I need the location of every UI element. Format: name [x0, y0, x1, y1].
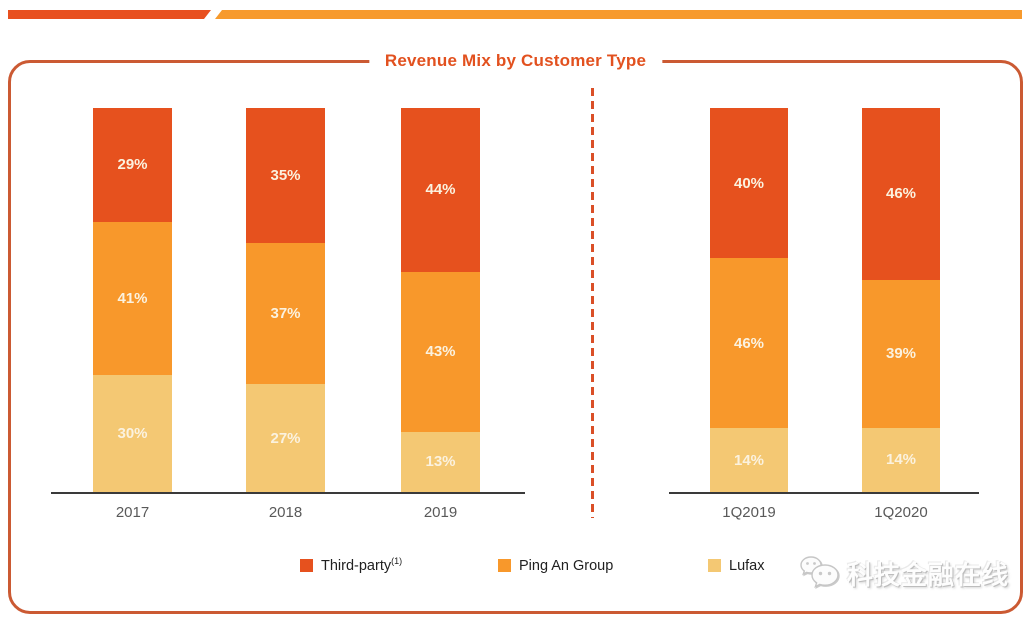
segment-value-label: 35% — [270, 166, 301, 184]
segment-ping-an-group-2018: 37% — [246, 242, 325, 385]
legend-swatch-third-party — [300, 559, 313, 572]
watermark: 科技金融在线 — [797, 553, 1009, 593]
segment-third-party-1--2018: 35% — [246, 108, 325, 243]
x-tick-2019: 2019 — [423, 504, 458, 521]
legend-label-lufax: Lufax — [729, 557, 765, 574]
chart-title: Revenue Mix by Customer Type — [368, 51, 663, 71]
x-axis-line — [51, 492, 525, 494]
segment-third-party-1--2019: 44% — [401, 108, 480, 272]
segment-third-party-1--1Q2020: 46% — [862, 108, 940, 280]
x-tick-1Q2019: 1Q2019 — [722, 504, 776, 521]
segment-ping-an-group-2017: 41% — [93, 221, 172, 376]
chart-panel: Revenue Mix by Customer Type Third-party… — [8, 51, 1023, 614]
x-tick-2017: 2017 — [115, 504, 150, 521]
watermark-text: 科技金融在线 — [847, 559, 1010, 590]
segment-lufax-1Q2020: 14% — [862, 427, 940, 493]
segment-lufax-2017: 30% — [93, 375, 172, 492]
stacked-bar-2019: 44% 43% 13% — [401, 108, 480, 492]
segment-value-label: 14% — [885, 451, 917, 469]
segment-value-label: 41% — [117, 289, 148, 307]
segment-lufax-2018: 27% — [246, 384, 325, 492]
legend-label-third-party: Third-party(1) — [321, 556, 403, 574]
header-ribbon-right-segment — [215, 10, 1022, 19]
segment-value-label: 40% — [733, 174, 765, 192]
stacked-bar-1Q2020: 46% 39% 14% — [862, 108, 940, 493]
segment-value-label: 13% — [425, 453, 456, 471]
segment-value-label: 39% — [885, 345, 917, 363]
segment-lufax-1Q2019: 14% — [710, 428, 788, 493]
segment-lufax-2019: 13% — [401, 431, 480, 492]
segment-value-label: 46% — [885, 185, 917, 203]
segment-third-party-1--1Q2019: 40% — [710, 108, 788, 259]
legend-swatch-ping-an-group — [498, 559, 511, 572]
legend-item-third-party: Third-party(1) — [300, 557, 402, 574]
chat-bubbles-logo-icon — [800, 556, 839, 588]
segment-value-label: 37% — [270, 304, 301, 322]
header-ribbon-left-segment — [8, 10, 211, 19]
segment-ping-an-group-2019: 43% — [401, 271, 480, 432]
stacked-bar-2018: 35% 37% 27% — [246, 108, 325, 492]
segment-value-label: 46% — [733, 334, 765, 352]
segment-third-party-1--2017: 29% — [93, 108, 172, 222]
legend-item-ping-an-group: Ping An Group — [498, 557, 613, 574]
segment-value-label: 29% — [117, 156, 148, 174]
segment-ping-an-group-1Q2020: 39% — [862, 279, 940, 428]
segment-value-label: 43% — [425, 343, 456, 361]
stacked-bar-1Q2019: 40% 46% 14% — [710, 108, 788, 493]
legend-label-ping-an-group: Ping An Group — [519, 557, 614, 574]
legend-swatch-lufax — [708, 559, 721, 572]
segment-value-label: 14% — [733, 451, 765, 469]
legend-item-lufax: Lufax — [708, 557, 764, 574]
segment-ping-an-group-1Q2019: 46% — [710, 258, 788, 429]
segment-value-label: 27% — [270, 429, 301, 447]
dashed-divider — [591, 88, 594, 518]
x-tick-1Q2020: 1Q2020 — [874, 504, 928, 521]
x-tick-2018: 2018 — [268, 504, 303, 521]
legend-footnote-marker: (1) — [391, 556, 403, 567]
stacked-bar-2017: 29% 41% 30% — [93, 108, 172, 492]
segment-value-label: 44% — [425, 181, 456, 199]
segment-value-label: 30% — [117, 425, 148, 443]
x-axis-line — [669, 492, 979, 494]
